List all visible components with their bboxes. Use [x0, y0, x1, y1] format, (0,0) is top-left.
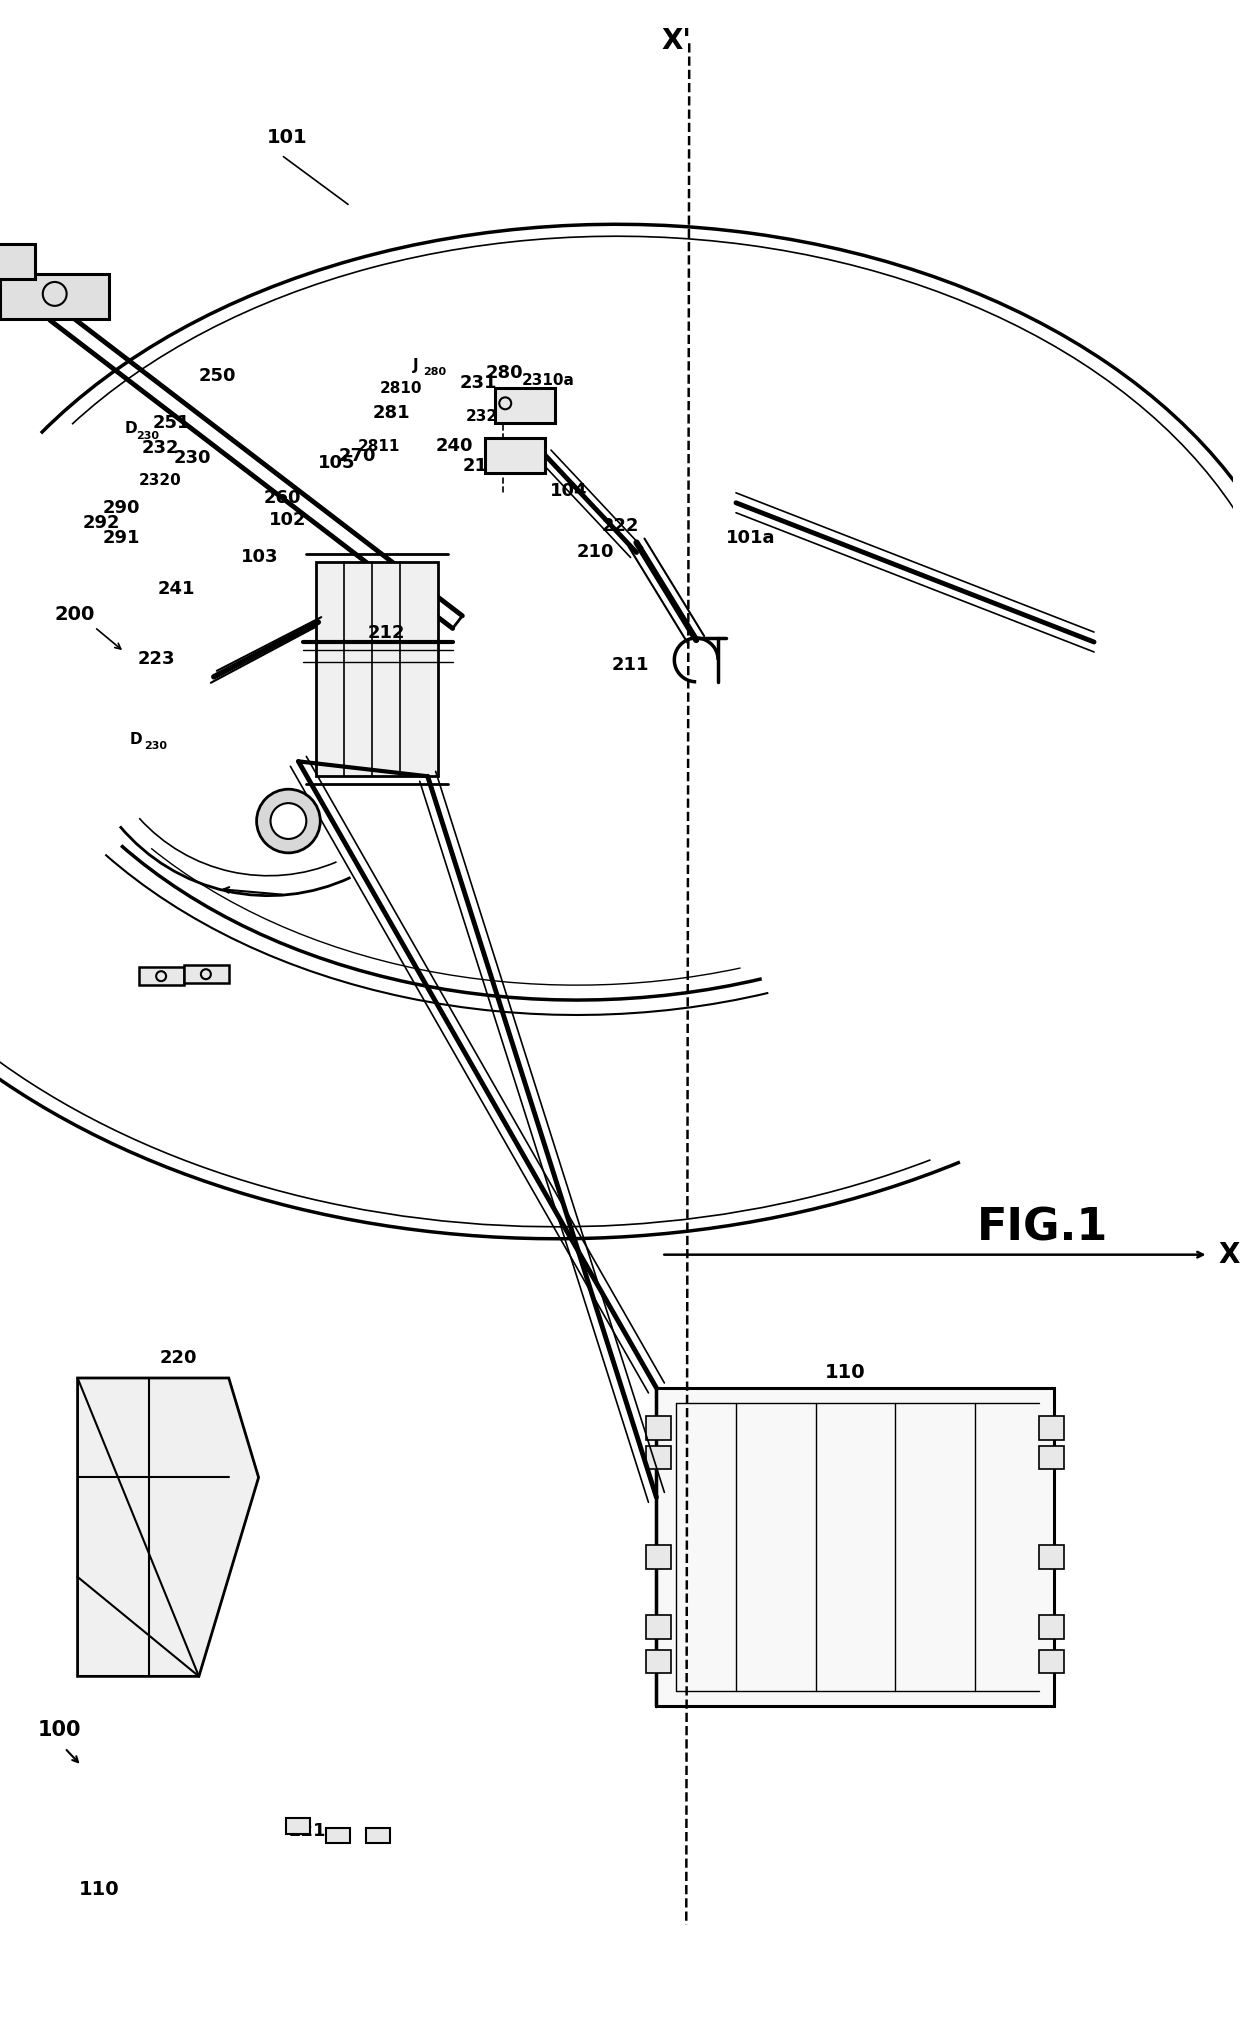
Text: 2320: 2320	[139, 473, 182, 487]
Polygon shape	[139, 968, 184, 984]
Polygon shape	[286, 1817, 310, 1833]
Text: 103: 103	[241, 548, 278, 566]
Text: 101a: 101a	[727, 530, 775, 546]
Text: 210: 210	[577, 544, 614, 562]
Circle shape	[257, 790, 320, 853]
Polygon shape	[1039, 1649, 1064, 1673]
Text: X: X	[1219, 1241, 1240, 1269]
Text: 211: 211	[611, 657, 650, 673]
Text: 2811: 2811	[358, 439, 401, 455]
Text: 2320: 2320	[465, 408, 508, 424]
Polygon shape	[485, 439, 546, 473]
Text: 280: 280	[485, 364, 523, 382]
Text: 110: 110	[825, 1362, 866, 1382]
Polygon shape	[184, 966, 228, 982]
Polygon shape	[656, 1388, 1054, 1706]
Polygon shape	[0, 245, 35, 279]
Polygon shape	[1039, 1546, 1064, 1568]
Text: 241: 241	[157, 580, 195, 598]
Polygon shape	[326, 1827, 350, 1843]
Text: 230: 230	[136, 430, 159, 441]
Text: FIG.1: FIG.1	[976, 1207, 1107, 1249]
Polygon shape	[646, 1445, 671, 1469]
Polygon shape	[78, 1378, 259, 1675]
Polygon shape	[366, 1827, 389, 1843]
Text: 221: 221	[289, 1821, 326, 1839]
Text: 292: 292	[83, 513, 120, 532]
Text: 270: 270	[339, 447, 376, 465]
Polygon shape	[646, 1417, 671, 1439]
Text: X': X'	[661, 28, 691, 55]
Polygon shape	[646, 1615, 671, 1639]
Text: D: D	[124, 420, 136, 437]
Polygon shape	[646, 1649, 671, 1673]
Text: 231: 231	[460, 374, 497, 392]
Text: 212: 212	[368, 624, 405, 643]
Text: 220: 220	[159, 1350, 197, 1366]
Text: 222: 222	[601, 517, 639, 536]
Polygon shape	[1039, 1417, 1064, 1439]
Text: 110: 110	[79, 1880, 120, 1900]
Text: 240: 240	[435, 437, 474, 455]
Text: 104: 104	[551, 481, 588, 499]
Text: 105: 105	[319, 455, 356, 473]
Text: 232: 232	[141, 439, 179, 457]
Text: D: D	[129, 732, 141, 748]
Text: 291: 291	[103, 530, 140, 546]
Text: J: J	[413, 358, 418, 374]
Text: 260: 260	[264, 489, 301, 507]
Text: 230: 230	[174, 449, 212, 467]
Text: 223: 223	[138, 651, 175, 667]
Text: 290: 290	[103, 499, 140, 517]
Polygon shape	[495, 388, 556, 422]
Text: 230: 230	[144, 742, 167, 752]
Polygon shape	[1039, 1615, 1064, 1639]
Text: 213: 213	[463, 457, 500, 475]
Text: 250: 250	[198, 368, 237, 386]
Polygon shape	[316, 562, 438, 776]
Text: 101: 101	[267, 127, 308, 148]
Polygon shape	[646, 1546, 671, 1568]
Text: 251: 251	[153, 414, 190, 432]
Circle shape	[270, 802, 306, 839]
Text: 2310a: 2310a	[522, 374, 575, 388]
Text: 200: 200	[55, 604, 95, 624]
Text: 2810: 2810	[379, 382, 423, 396]
Text: 102: 102	[269, 511, 306, 530]
Text: 281: 281	[373, 404, 410, 422]
Text: 280: 280	[423, 368, 446, 378]
Polygon shape	[1039, 1445, 1064, 1469]
Polygon shape	[0, 275, 109, 319]
Text: 100: 100	[37, 1720, 82, 1740]
